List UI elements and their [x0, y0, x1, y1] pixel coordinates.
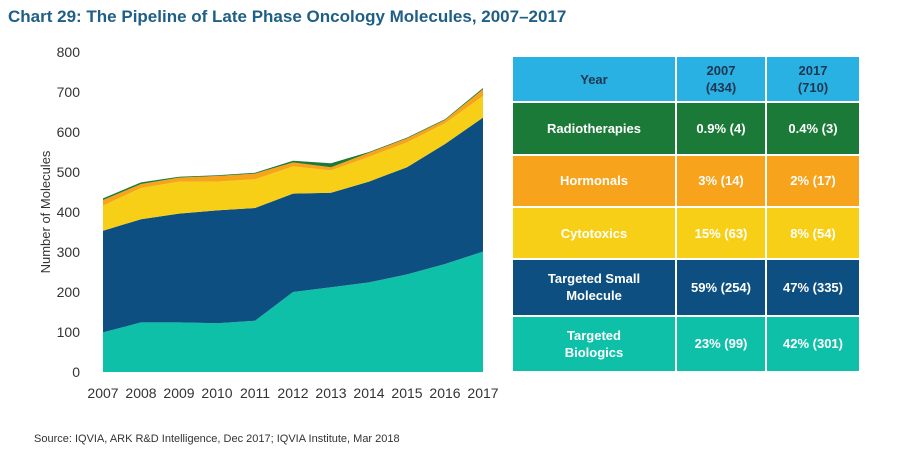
- row-label: Hormonals: [511, 153, 677, 208]
- header-2017: 2017 (710): [765, 54, 861, 104]
- row-label: Cytotoxics: [511, 205, 677, 261]
- row-label: Targeted Small Molecule: [511, 258, 677, 317]
- source-note: Source: IQVIA, ARK R&D Intelligence, Dec…: [34, 433, 400, 445]
- y-tick-label: 200: [57, 284, 81, 300]
- x-tick-label: 2010: [201, 385, 232, 401]
- y-tick-label: 100: [57, 324, 81, 340]
- table-row: Targeted Small Molecule 59% (254) 47% (335): [511, 258, 861, 317]
- row-value-2017: 2% (17): [765, 153, 861, 208]
- x-tick-label: 2016: [429, 385, 460, 401]
- y-axis-label: Number of Molecules: [38, 150, 53, 273]
- y-tick-label: 500: [57, 164, 81, 180]
- area-cytotoxics: [103, 96, 483, 231]
- y-tick-label: 0: [72, 364, 80, 380]
- row-value-2007: 0.9% (4): [675, 101, 767, 156]
- table-header-row: Year 2007 (434) 2017 (710): [511, 54, 861, 104]
- x-tick-label: 2011: [240, 385, 270, 401]
- header-year: Year: [511, 54, 677, 104]
- row-value-2007: 15% (63): [675, 205, 767, 261]
- share-table: Year 2007 (434) 2017 (710) Radiotherapies 0…: [511, 54, 861, 374]
- y-tick-label: 400: [57, 204, 81, 220]
- row-value-2017: 8% (54): [765, 205, 861, 261]
- x-tick-label: 2017: [467, 385, 498, 401]
- row-value-2007: 23% (99): [675, 314, 767, 374]
- row-value-2017: 0.4% (3): [765, 101, 861, 156]
- row-value-2007: 59% (254): [675, 258, 767, 317]
- y-tick-label: 300: [57, 244, 81, 260]
- header-2007: 2007 (434): [675, 54, 767, 104]
- row-label: Targeted Biologics: [511, 314, 677, 374]
- x-tick-label: 2007: [87, 385, 118, 401]
- table-row: Hormonals 3% (14) 2% (17): [511, 153, 861, 208]
- row-value-2017: 47% (335): [765, 258, 861, 317]
- y-tick-label: 700: [57, 84, 81, 100]
- chart-areas: [103, 88, 483, 372]
- table-row: Cytotoxics 15% (63) 8% (54): [511, 205, 861, 261]
- x-tick-label: 2008: [125, 385, 156, 401]
- y-axis: 0 100 200 300 400 500 600 700 800: [57, 44, 81, 380]
- x-axis: 2007 2008 2009 2010 2011 2012 2013 2014 2015 2016…: [87, 385, 498, 401]
- x-tick-label: 2015: [391, 385, 422, 401]
- x-tick-label: 2013: [315, 385, 346, 401]
- row-label: Radiotherapies: [511, 101, 677, 156]
- row-value-2007: 3% (14): [675, 153, 767, 208]
- chart-title: Chart 29: The Pipeline of Late Phase Onc…: [8, 7, 567, 26]
- row-value-2017: 42% (301): [765, 314, 861, 374]
- x-tick-label: 2012: [277, 385, 308, 401]
- area-targeted-small-molecule: [103, 117, 483, 333]
- area-targeted-biologics: [103, 251, 483, 372]
- table-row: Targeted Biologics 23% (99) 42% (301): [511, 314, 861, 374]
- y-tick-label: 800: [57, 44, 81, 60]
- y-tick-label: 600: [57, 124, 81, 140]
- x-tick-label: 2009: [163, 385, 194, 401]
- table-row: Radiotherapies 0.9% (4) 0.4% (3): [511, 101, 861, 156]
- x-tick-label: 2014: [353, 385, 384, 401]
